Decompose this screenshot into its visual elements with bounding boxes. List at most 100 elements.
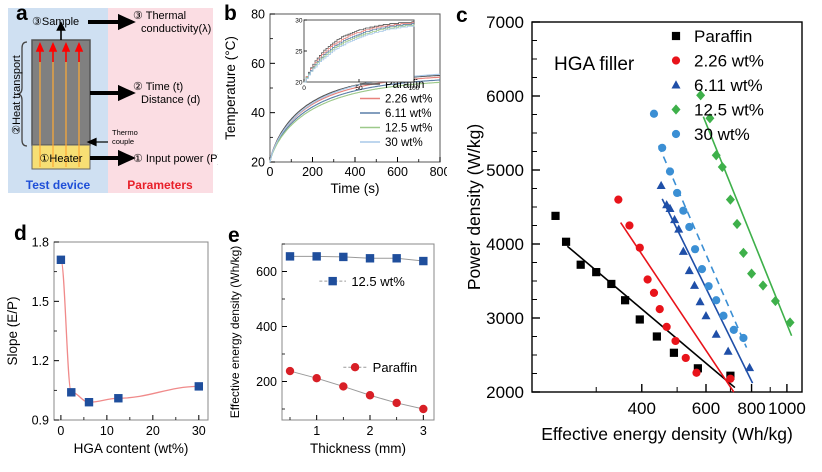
panel-b-curve-3 (269, 81, 441, 163)
panel-d-point (56, 255, 66, 264)
panel-b-ylabel: Temperature (°C) (223, 36, 238, 140)
x-tick-label: 30 (192, 424, 206, 438)
inset-curve-1 (304, 22, 414, 83)
panel-c-point (679, 206, 688, 215)
panel-c-point (674, 224, 684, 233)
panel-c-point (729, 325, 738, 334)
panel-e-point (339, 382, 348, 391)
y-tick-label: 0.9 (32, 414, 49, 428)
panel-c-point (592, 268, 601, 277)
panel-c-point (669, 348, 679, 357)
y-tick-label: 1.8 (32, 236, 49, 250)
legend-label-2: 6.11 wt% (385, 108, 431, 120)
panel-c-point (690, 245, 700, 254)
panel-c-point (662, 322, 671, 331)
y-tick-label: 80 (251, 8, 265, 22)
panel-d: 0 10 20 30 0.9 1.2 1.5 1.8 HGA content (wt%) Slop… (0, 218, 222, 472)
panel-c-point (614, 195, 623, 204)
panel-e-point (392, 398, 401, 408)
panel-e: 1 2 3 200 400 600 Thickness (mm) Effective ener… (222, 218, 450, 472)
legend-marker-3 (671, 104, 681, 115)
x-tick-label: 20 (146, 424, 160, 438)
legend-label-4: 30 wt% (385, 137, 423, 149)
heat-arrow-heads (35, 41, 84, 62)
panel-c-point (738, 247, 748, 259)
legend-marker-0 (671, 31, 681, 41)
panel-b: 0 200 400 600 800 20 40 60 80 Time (s) Temperature… (222, 0, 447, 218)
inset-curve-0 (304, 21, 414, 83)
panel-c-point (696, 90, 706, 101)
panel-b-label: b (224, 2, 237, 25)
panel-e-point (365, 254, 375, 263)
y-tick-label: 200 (256, 375, 277, 389)
panel-d-xlabel: HGA content (wt%) (74, 441, 189, 456)
x-tick-label: 200 (302, 165, 323, 179)
panel-c-point (711, 150, 721, 161)
panel-c-point (665, 167, 675, 176)
panel-c-point (658, 143, 667, 152)
panel-c-point (684, 265, 694, 275)
y-tick-label: 60 (251, 57, 265, 71)
panel-c-point (719, 311, 728, 320)
y-tick-label: 5000 (486, 161, 524, 180)
panel-c-point (704, 282, 713, 291)
panel-e-point (392, 254, 401, 263)
panel-a-param-3-line1: ③ Thermal (133, 10, 186, 22)
inset-curve-2 (304, 23, 414, 83)
legend-label-1: 2.26 wt% (694, 52, 764, 71)
panel-c-point (655, 305, 664, 314)
panel-c-ylabel: Power density (W/kg) (464, 124, 484, 290)
x-tick-label: 0 (57, 424, 64, 438)
panel-e-inline-label-blue: 12.5 wt% (351, 274, 405, 289)
panel-e-line-1 (289, 370, 424, 410)
panel-c: 400 600 800 1000 2000 3000 4000 5000 6000 7000 Eff… (450, 0, 822, 472)
panel-a-sample-label: ③Sample (32, 16, 79, 28)
panel-e-point (419, 256, 428, 266)
panel-a-heat-transport-label: ②Heat transport (11, 55, 23, 135)
legend-label-0: Paraffin (694, 27, 752, 46)
panel-e-point (312, 252, 321, 261)
inset-x-tick-label: 0 (302, 85, 306, 92)
panel-d-point (114, 394, 123, 403)
panel-b-xlabel: Time (s) (331, 181, 380, 196)
panel-a-thermocouple-label-2: couple (112, 137, 134, 146)
y-tick-label: 7000 (486, 13, 524, 32)
y-tick-label: 1.2 (32, 354, 49, 368)
panel-c-point (607, 279, 616, 289)
arrow-to-thermal-conductivity (88, 13, 136, 31)
panel-c-point (770, 295, 780, 307)
sample-up-arrow (56, 21, 66, 40)
panel-c-point (697, 265, 707, 274)
x-tick-label: 600 (692, 399, 720, 418)
x-tick-label: 0 (267, 165, 274, 179)
panel-c-point (551, 211, 560, 220)
panel-c-point (635, 315, 644, 324)
panel-a-parameters-label: Parameters (127, 178, 193, 192)
panel-c-point (685, 222, 694, 232)
y-tick-label: 600 (256, 265, 277, 279)
panel-d-point (194, 382, 204, 391)
panel-c-svg: 400 600 800 1000 2000 3000 4000 5000 6000 7000 Eff… (464, 13, 806, 444)
x-tick-label: 2 (367, 424, 374, 438)
y-tick-label: 4000 (486, 235, 524, 254)
panel-c-point (681, 353, 690, 363)
inset-y-tick-label: 20 (295, 80, 303, 87)
panel-c-point (671, 336, 680, 346)
panel-d-fit-curve (60, 259, 199, 403)
x-tick-label: 800 (737, 399, 765, 418)
y-tick-label: 20 (251, 156, 265, 170)
panel-e-xlabel: Thickness (mm) (310, 441, 406, 456)
panel-c-point (643, 275, 652, 284)
x-tick-label: 600 (387, 165, 408, 179)
panel-a-param-2-line1: ② Time (t) (133, 81, 183, 93)
panel-a-label: a (16, 2, 28, 25)
panel-e-point (339, 252, 348, 262)
panel-c-point (725, 194, 735, 205)
panel-e-ylabel: Effective energy density (Wh/kg) (228, 246, 242, 419)
panel-c-point (723, 346, 733, 355)
y-tick-label: 1.5 (32, 295, 49, 309)
heat-flow-arrows (39, 52, 80, 167)
panel-e-inline-marker-red (350, 363, 360, 372)
panel-c-point (732, 218, 742, 230)
x-tick-label: 3 (420, 424, 427, 438)
